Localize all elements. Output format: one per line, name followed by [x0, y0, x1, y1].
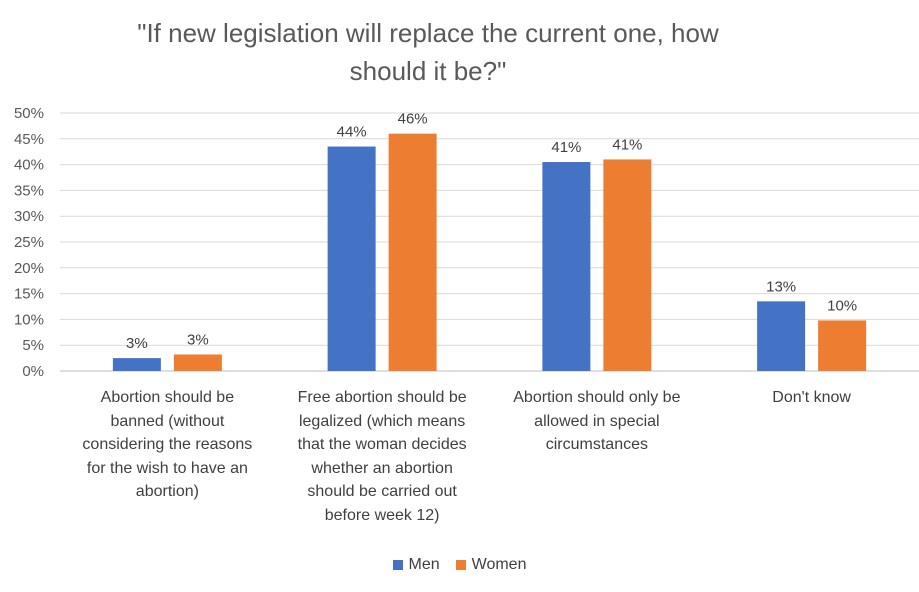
bar-women	[818, 320, 867, 371]
x-category-label-line: allowed in special	[534, 412, 660, 430]
y-tick-label: 10%	[14, 311, 44, 328]
x-category-label-line: considering the reasons	[82, 436, 253, 453]
data-label-men: 13%	[766, 278, 796, 295]
y-axis: 0% 5% 10% 15% 20% 25% 30% 35% 40% 45% 50%	[14, 105, 44, 380]
x-category-label: Abortion should only be allowed in specia…	[492, 386, 702, 457]
chart-title-line: "If new legislation will replace the cur…	[137, 18, 719, 48]
y-tick-label: 25%	[14, 234, 44, 251]
x-category-label-line: abortion)	[135, 483, 199, 500]
legend-item-women: Women	[455, 556, 527, 574]
bar-women	[173, 354, 222, 371]
x-category-label: Abortion should be banned (without conside…	[62, 386, 272, 504]
bar-men	[112, 358, 161, 371]
x-category-label-line: whether an abortion	[311, 459, 453, 477]
chart-title: "If new legislation will replace the cur…	[137, 18, 719, 86]
bars	[112, 133, 867, 371]
x-category-label-line: for the wish to have an	[86, 459, 248, 477]
legend-swatch-women	[455, 560, 466, 570]
legend-label-women: Women	[471, 556, 527, 573]
x-category-label-line: Don't know	[772, 389, 851, 406]
chart-title-line: should it be?"	[350, 56, 507, 86]
y-tick-label: 35%	[14, 182, 44, 199]
data-label-women: 46%	[398, 111, 428, 128]
x-category-label-line: Abortion should only be	[513, 389, 681, 406]
bar-men	[542, 162, 591, 371]
y-tick-label: 45%	[14, 131, 44, 148]
y-tick-label: 20%	[14, 260, 44, 277]
x-category-label-line: banned (without	[110, 412, 225, 430]
x-category-label-line: Abortion should be	[100, 389, 235, 406]
y-tick-label: 30%	[14, 208, 44, 225]
data-label-men: 3%	[126, 335, 148, 352]
x-category-label-line: legalized (which means	[298, 412, 466, 430]
x-category-label-line: that the woman decides	[297, 436, 467, 453]
y-tick-label: 15%	[14, 286, 44, 303]
legend-swatch-men	[392, 560, 403, 570]
legend: Men Women	[0, 556, 919, 574]
x-category-label-line: before week 12)	[324, 506, 440, 524]
bar-men	[327, 146, 376, 371]
x-category-label: Don't know	[707, 386, 917, 410]
x-category-label-line: circumstances	[545, 436, 648, 453]
data-labels: 3% 44% 41% 13% 3% 46% 41% 10%	[126, 111, 857, 352]
bar-women	[388, 133, 437, 371]
x-category-label: Free abortion should be legalized (which …	[277, 386, 487, 527]
x-category-label-line: Free abortion should be	[297, 389, 467, 406]
x-category-label-line: should be carried out	[307, 483, 457, 500]
y-tick-label: 50%	[14, 105, 44, 122]
legend-item-men: Men	[392, 556, 440, 574]
data-label-men: 44%	[337, 124, 367, 141]
y-tick-label: 5%	[22, 337, 44, 354]
bar-women	[603, 159, 652, 371]
data-label-men: 41%	[551, 139, 581, 156]
legend-label-men: Men	[408, 556, 440, 573]
y-tick-label: 0%	[22, 363, 44, 380]
bar-men	[757, 301, 806, 371]
data-label-women: 10%	[827, 297, 857, 314]
y-tick-label: 40%	[14, 157, 44, 174]
data-label-women: 3%	[187, 331, 209, 348]
gridlines	[60, 112, 919, 372]
data-label-women: 41%	[612, 136, 642, 153]
